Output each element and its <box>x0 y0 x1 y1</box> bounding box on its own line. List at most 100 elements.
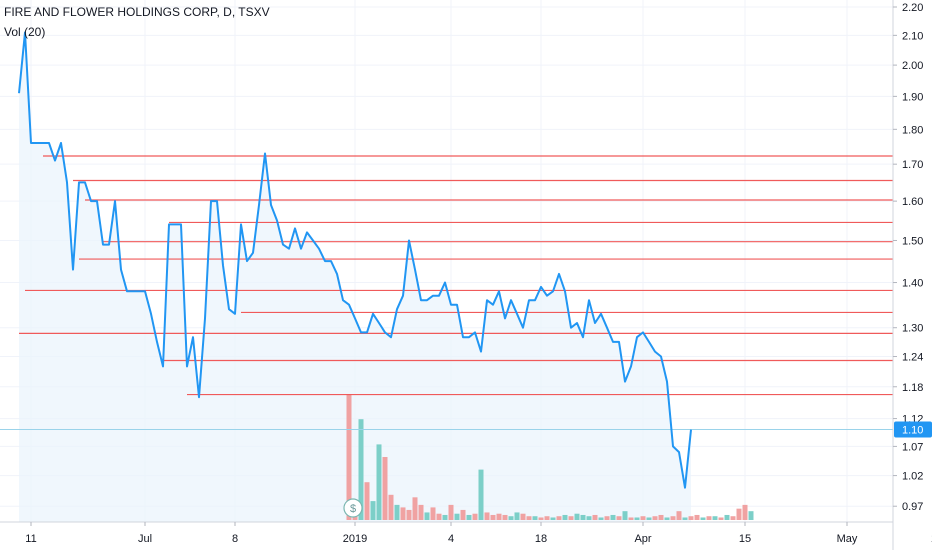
volume-bar <box>568 516 574 520</box>
time-axis-label: Jul <box>138 533 152 545</box>
volume-bar <box>400 507 406 520</box>
time-axis-label: 2019 <box>343 533 367 545</box>
price-axis-label: 2.10 <box>902 30 923 42</box>
volume-bar <box>616 516 622 520</box>
volume-bar <box>460 509 466 520</box>
price-axis-label: 1.60 <box>902 196 923 208</box>
volume-bar <box>412 497 418 520</box>
volume-bar <box>478 469 484 520</box>
volume-bar <box>712 516 718 520</box>
volume-bar <box>370 501 376 520</box>
volume-bar <box>544 516 550 520</box>
price-axis[interactable]: 2.20 2.10 2.00 1.90 1.80 1.70 1.60 1.50 1.40 1.30… <box>892 0 923 550</box>
volume-bar <box>436 513 442 520</box>
volume-bar <box>574 513 580 520</box>
volume-bar <box>634 517 640 520</box>
time-axis-label: 15 <box>739 533 751 545</box>
volume-bar <box>358 419 364 520</box>
volume-bar <box>376 444 382 520</box>
price-axis-label: 1.30 <box>902 323 923 335</box>
price-axis-label: 1.80 <box>902 124 923 136</box>
volume-bar <box>610 514 616 520</box>
volume-bar <box>688 516 694 520</box>
volume-bar <box>472 513 478 520</box>
time-axis-label: 11 <box>25 533 36 545</box>
volume-bar <box>484 512 490 520</box>
dividend-badge[interactable]: $ <box>343 498 363 518</box>
volume-bar <box>706 516 712 520</box>
volume-bar <box>682 517 688 520</box>
volume-bar <box>700 517 706 520</box>
dividend-badge-circle[interactable] <box>343 498 363 518</box>
price-axis-label: 2.20 <box>902 2 923 14</box>
volume-bar <box>562 514 568 520</box>
volume-bar <box>490 514 496 520</box>
volume-bar <box>652 516 658 520</box>
volume-bar <box>346 394 352 520</box>
volume-bar <box>628 517 634 520</box>
volume-bar <box>736 508 742 520</box>
volume-bar <box>394 504 400 520</box>
volume-bar <box>580 514 586 520</box>
time-axis-label: May <box>837 533 858 545</box>
volume-bar <box>556 516 562 520</box>
volume-bar <box>550 517 556 520</box>
volume-bar <box>496 513 502 520</box>
volume-bar <box>448 504 454 520</box>
volume-bar <box>658 514 664 520</box>
volume-bar <box>742 504 748 520</box>
price-line[interactable] <box>18 31 692 489</box>
volume-bar <box>718 517 724 520</box>
volume-bar <box>430 507 436 520</box>
volume-bar <box>586 516 592 520</box>
volume-bar <box>592 514 598 520</box>
volume-bar <box>694 514 700 520</box>
price-area-fill <box>19 32 691 522</box>
volume-bar <box>514 512 520 520</box>
volume-bar <box>730 516 736 520</box>
last-price-tag-value: 1.10 <box>902 425 923 437</box>
price-axis-label: 0.97 <box>902 501 923 513</box>
volume-bar <box>382 457 388 520</box>
volume-bar <box>598 517 604 520</box>
last-price-tag-background <box>894 421 932 438</box>
price-axis-label: 1.50 <box>902 235 923 247</box>
volume-bar <box>502 514 508 520</box>
volume-bar <box>442 514 448 520</box>
volume-bar <box>532 516 538 520</box>
volume-bar <box>676 511 682 520</box>
volume-bar <box>406 509 412 520</box>
time-axis-label: 14 <box>931 533 932 545</box>
price-axis-label: 1.18 <box>902 382 923 394</box>
volume-bar <box>520 513 526 520</box>
volume-bar <box>526 516 532 520</box>
time-axis[interactable]: 11Jul82019418Apr15May14Jun17 <box>0 521 932 545</box>
time-axis-label: 18 <box>535 533 547 545</box>
price-axis-label: 1.40 <box>902 278 923 290</box>
symbol-title: FIRE AND FLOWER HOLDINGS CORP, D, TSXV <box>4 5 270 19</box>
price-axis-label: 2.00 <box>902 60 923 72</box>
volume-bar <box>454 513 460 520</box>
volume-bar <box>466 514 472 520</box>
price-axis-label: 1.24 <box>902 352 923 364</box>
price-axis-label: 1.90 <box>902 91 923 103</box>
volume-bar <box>364 482 370 520</box>
time-axis-label: 4 <box>448 533 454 545</box>
time-axis-label: Apr <box>634 533 651 545</box>
volume-bar <box>646 517 652 520</box>
volume-bar <box>538 517 544 520</box>
volume-bar <box>664 517 670 520</box>
price-axis-label: 1.07 <box>902 441 923 453</box>
volume-indicator-label[interactable]: Vol (20) <box>4 25 46 39</box>
volume-bar <box>748 511 754 520</box>
price-axis-label: 1.70 <box>902 159 923 171</box>
volume-bar <box>508 516 514 520</box>
volume-bar <box>418 504 424 520</box>
volume-bar <box>622 511 628 520</box>
last-price-tag: 1.10 <box>894 421 932 438</box>
volume-bar <box>424 512 430 520</box>
volume-bar <box>670 516 676 520</box>
volume-bar <box>604 516 610 520</box>
volume-bar <box>388 494 394 520</box>
